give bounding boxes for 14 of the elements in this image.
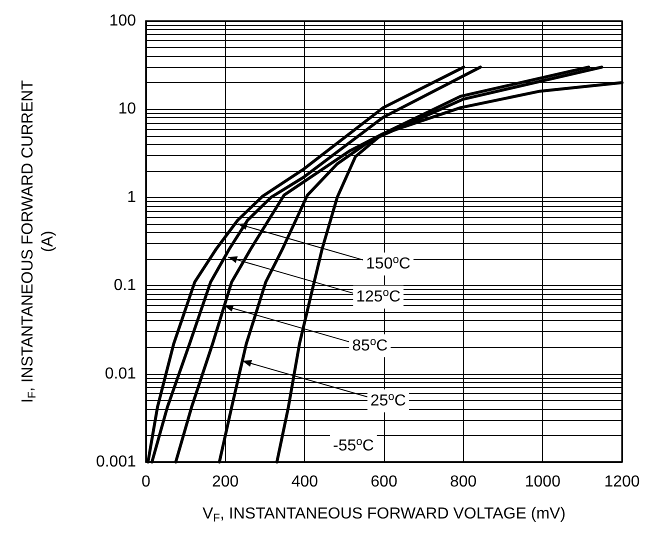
x-tick-label: 400 [291, 474, 318, 490]
x-tick-label: 200 [212, 474, 239, 490]
x-tick-label: 1000 [524, 474, 561, 490]
y-tick-label: 0.1 [114, 277, 136, 294]
y-axis-title: IF, INSTANTANEOUS FORWARD CURRENT (A) [20, 80, 56, 403]
x-tick-label: 1200 [604, 474, 640, 490]
y-tick-label: 1 [127, 188, 136, 206]
y-tick-label: 100 [109, 12, 136, 30]
x-tick-label: 600 [370, 474, 398, 490]
y-tick-label: 0.001 [96, 454, 136, 470]
x-tick-label: 800 [450, 474, 477, 490]
y-tick-label: 10 [118, 100, 136, 118]
y-tick-label: 0.01 [104, 365, 136, 382]
x-tick-label: 0 [142, 474, 151, 490]
